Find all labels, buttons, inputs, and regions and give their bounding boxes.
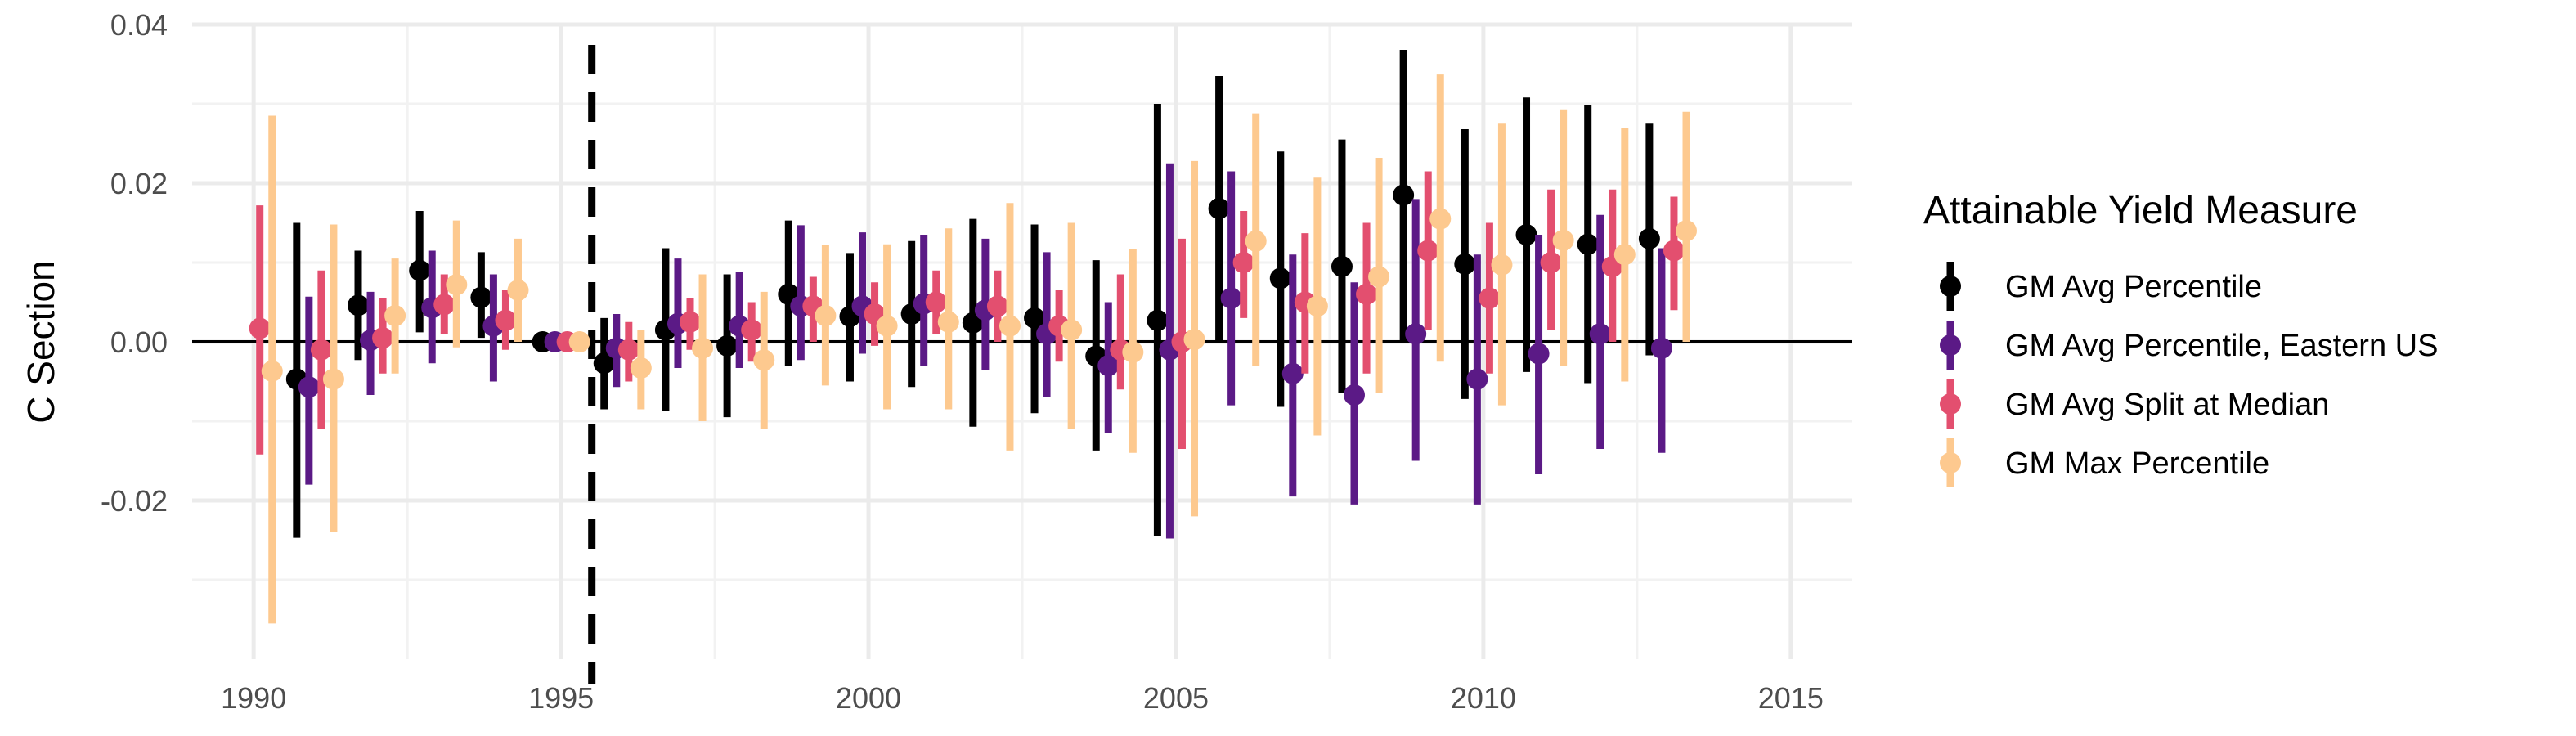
data-point — [1577, 233, 1599, 255]
data-point — [692, 337, 714, 359]
legend-item: GM Avg Percentile — [1940, 262, 2262, 311]
data-point — [495, 309, 517, 331]
legend: Attainable Yield Measure GM Avg Percenti… — [1923, 189, 2438, 487]
x-tick-label: 2010 — [1451, 681, 1516, 715]
data-point — [1405, 323, 1427, 345]
x-tick-label: 2005 — [1143, 681, 1209, 715]
x-axis-ticks: 1990 1995 2000 2005 2010 2015 — [221, 681, 1824, 715]
legend-item: GM Max Percentile — [1940, 438, 2269, 487]
data-point — [310, 339, 332, 361]
data-point — [384, 304, 406, 326]
data-point — [1552, 229, 1574, 251]
series-3 — [249, 171, 1685, 455]
data-point — [1097, 355, 1120, 377]
data-point — [1638, 227, 1660, 249]
legend-label: GM Max Percentile — [2005, 447, 2269, 481]
data-point — [261, 360, 283, 382]
y-axis-title: C Section — [20, 260, 62, 423]
data-point — [815, 304, 837, 326]
data-point — [1515, 224, 1537, 246]
data-point — [1356, 283, 1378, 305]
data-point — [322, 368, 344, 390]
data-point — [741, 319, 763, 341]
data-point — [925, 291, 947, 313]
data-point — [1061, 319, 1083, 341]
data-point — [753, 349, 775, 371]
data-point — [937, 311, 959, 333]
data-point — [433, 294, 456, 316]
data-point — [1650, 337, 1672, 359]
data-point — [876, 315, 898, 337]
data-point — [446, 274, 468, 296]
data-point — [593, 352, 615, 375]
data-point — [1393, 184, 1415, 206]
x-tick-label: 2015 — [1758, 681, 1824, 715]
data-point — [409, 259, 431, 281]
data-point — [348, 294, 369, 316]
legend-item: GM Avg Percentile, Eastern US — [1940, 321, 2438, 370]
data-point — [568, 331, 590, 352]
data-point — [298, 376, 320, 398]
data-point — [630, 357, 652, 379]
data-point — [1208, 198, 1230, 220]
y-tick-label: -0.02 — [101, 484, 168, 518]
data-point — [1183, 329, 1205, 351]
legend-key-point — [1940, 452, 1961, 473]
data-point — [1220, 287, 1242, 309]
legend-label: GM Avg Split at Median — [2005, 388, 2329, 422]
legend-key-point — [1940, 276, 1961, 297]
data-point — [986, 295, 1008, 317]
data-point — [1663, 240, 1685, 262]
y-axis-ticks: -0.02 0.00 0.02 0.04 — [101, 8, 168, 518]
data-point — [1024, 307, 1046, 329]
y-tick-label: 0.02 — [110, 167, 168, 200]
data-point — [716, 334, 738, 357]
data-point — [1281, 362, 1304, 384]
data-point — [617, 339, 640, 361]
data-point — [1306, 295, 1328, 317]
y-tick-label: 0.00 — [110, 325, 168, 359]
legend-item: GM Avg Split at Median — [1940, 379, 2329, 429]
reference-lines — [192, 45, 1852, 684]
data-point — [1676, 220, 1697, 242]
data-point — [1245, 230, 1267, 252]
series-4 — [261, 74, 1697, 624]
data-point — [1429, 208, 1452, 230]
x-tick-label: 1990 — [221, 681, 286, 715]
legend-label: GM Avg Percentile, Eastern US — [2005, 329, 2438, 363]
data-point — [1454, 253, 1476, 275]
data-point — [249, 317, 271, 339]
data-point — [1269, 267, 1291, 289]
data-point — [1479, 287, 1501, 309]
data-point — [1466, 368, 1488, 390]
data-point — [680, 311, 701, 333]
data-point — [1344, 384, 1365, 406]
data-point — [470, 286, 492, 308]
data-point — [507, 279, 529, 301]
data-point — [1232, 252, 1254, 273]
data-point — [372, 327, 394, 349]
data-point — [1331, 255, 1353, 277]
data-point — [1491, 254, 1513, 276]
data-point — [1417, 240, 1439, 262]
data-point — [1528, 343, 1550, 365]
series-1 — [285, 50, 1660, 538]
x-tick-label: 1995 — [528, 681, 594, 715]
data-point — [1540, 252, 1562, 273]
legend-label: GM Avg Percentile — [2005, 270, 2262, 304]
data-marks — [249, 50, 1697, 624]
legend-key-point — [1940, 334, 1961, 356]
data-point — [1147, 309, 1169, 331]
x-tick-label: 2000 — [836, 681, 901, 715]
legend-key-point — [1940, 393, 1961, 415]
data-point — [1122, 341, 1144, 363]
data-point — [999, 315, 1021, 337]
data-point — [1368, 266, 1390, 288]
data-point — [1613, 244, 1636, 266]
data-point — [1589, 323, 1611, 345]
y-tick-label: 0.04 — [110, 8, 168, 42]
legend-title: Attainable Yield Measure — [1923, 189, 2358, 232]
